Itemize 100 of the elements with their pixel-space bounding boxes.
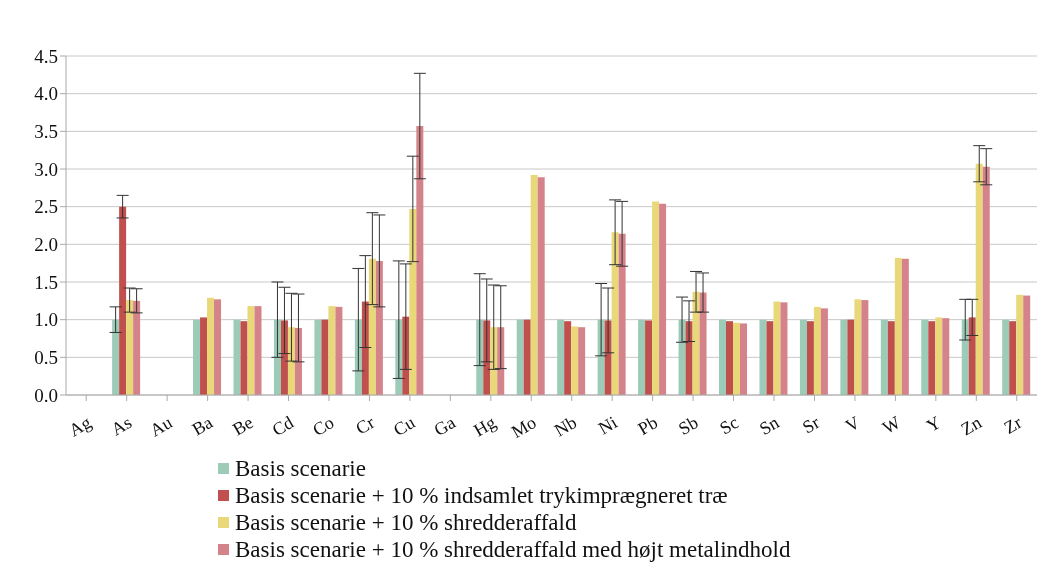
bar	[126, 300, 134, 395]
bar	[961, 319, 969, 395]
x-tick-label: Zn	[957, 412, 985, 440]
bar	[813, 306, 821, 395]
bar	[321, 319, 329, 395]
bar	[820, 308, 828, 395]
x-tick-label: Ba	[188, 412, 217, 440]
bar	[523, 319, 531, 395]
bar	[719, 319, 726, 395]
bar	[112, 319, 120, 395]
bar	[645, 320, 653, 395]
y-tick-label: 2.0	[34, 234, 58, 256]
x-tick-label: W	[879, 412, 904, 439]
bar	[773, 301, 781, 395]
bar	[740, 323, 747, 395]
bar	[652, 201, 660, 395]
bar	[133, 300, 141, 395]
x-tick-label: Co	[309, 412, 338, 441]
bar	[942, 318, 950, 395]
x-tick-label: Pb	[634, 412, 662, 440]
x-tick-label: Sc	[716, 412, 742, 439]
bar	[921, 319, 929, 395]
bar	[564, 321, 572, 395]
bar	[799, 319, 807, 395]
bar	[847, 319, 855, 395]
bar	[233, 319, 241, 395]
x-tick-label: Cd	[268, 412, 297, 441]
bar	[861, 300, 869, 395]
x-tick-label: As	[107, 412, 136, 440]
bar	[214, 299, 222, 395]
bar	[611, 232, 619, 395]
y-tick-label: 4.0	[34, 83, 58, 105]
y-tick-label: 0.5	[34, 347, 58, 369]
x-tick-label: Be	[229, 412, 257, 440]
y-tick-label: 2.5	[34, 196, 58, 218]
bar	[975, 163, 983, 395]
x-tick-label: Zr	[1000, 412, 1026, 439]
bar	[557, 319, 565, 395]
bar	[638, 319, 646, 395]
bar	[726, 321, 733, 395]
bar	[1023, 295, 1031, 395]
bar	[247, 306, 255, 395]
bar	[254, 306, 262, 395]
bar	[894, 257, 902, 395]
y-tick-label: 4.5	[34, 45, 58, 67]
x-tick-label: Cr	[352, 412, 378, 439]
bar	[935, 317, 943, 395]
bar	[692, 291, 700, 395]
bar	[368, 258, 376, 395]
bar	[200, 317, 208, 395]
bar	[854, 299, 862, 395]
bar	[618, 233, 626, 395]
x-tick-label: Cu	[390, 412, 419, 441]
bar	[733, 322, 740, 395]
bar	[968, 317, 976, 395]
x-tick-label: Au	[146, 412, 176, 441]
bar	[119, 206, 127, 395]
bar	[207, 297, 215, 395]
bar	[982, 166, 990, 395]
bar	[659, 203, 667, 395]
bar	[759, 319, 767, 395]
bar	[530, 175, 538, 395]
x-tick-label: Ag	[65, 412, 95, 441]
bar	[887, 321, 895, 395]
x-tick-label: Sn	[755, 412, 783, 440]
x-tick-label: Sb	[675, 412, 702, 440]
y-tick-label: 3.5	[34, 121, 58, 143]
bar	[840, 319, 848, 395]
x-tick-label: Ni	[595, 412, 621, 439]
bar	[1002, 319, 1010, 395]
legend-label: Basis scenarie + 10 % shredderaffald med højt metalindhold	[235, 536, 791, 563]
bar	[328, 306, 336, 395]
bar	[193, 319, 201, 395]
y-tick-label: 1.5	[34, 271, 58, 293]
bar	[409, 208, 417, 395]
y-tick-label: 0.0	[34, 384, 58, 406]
bar	[314, 319, 322, 395]
bar	[516, 319, 524, 395]
x-tick-label: Mo	[508, 412, 540, 443]
x-tick-label: Nb	[551, 412, 581, 441]
bar	[280, 320, 288, 395]
x-tick-label: Y	[922, 412, 945, 437]
y-tick-label: 1.0	[34, 309, 58, 331]
bar	[416, 126, 424, 395]
x-tick-label: Hg	[470, 412, 500, 441]
legend-label: Basis scenarie + 10 % shredderaffald	[235, 509, 577, 536]
y-tick-label: 3.0	[34, 158, 58, 180]
bar	[335, 306, 343, 395]
bar	[766, 321, 774, 395]
bar	[780, 302, 788, 395]
bar	[1009, 321, 1017, 395]
x-tick-label: Sr	[799, 412, 823, 438]
bar	[901, 258, 909, 395]
legend-label: Basis scenarie	[235, 455, 366, 482]
bar	[240, 321, 248, 395]
legend-label: Basis scenarie + 10 % indsamlet trykimprægneret træ	[235, 482, 728, 509]
bar	[375, 260, 383, 395]
x-tick-label: V	[842, 412, 864, 437]
bar	[571, 326, 579, 395]
bar	[578, 327, 586, 395]
